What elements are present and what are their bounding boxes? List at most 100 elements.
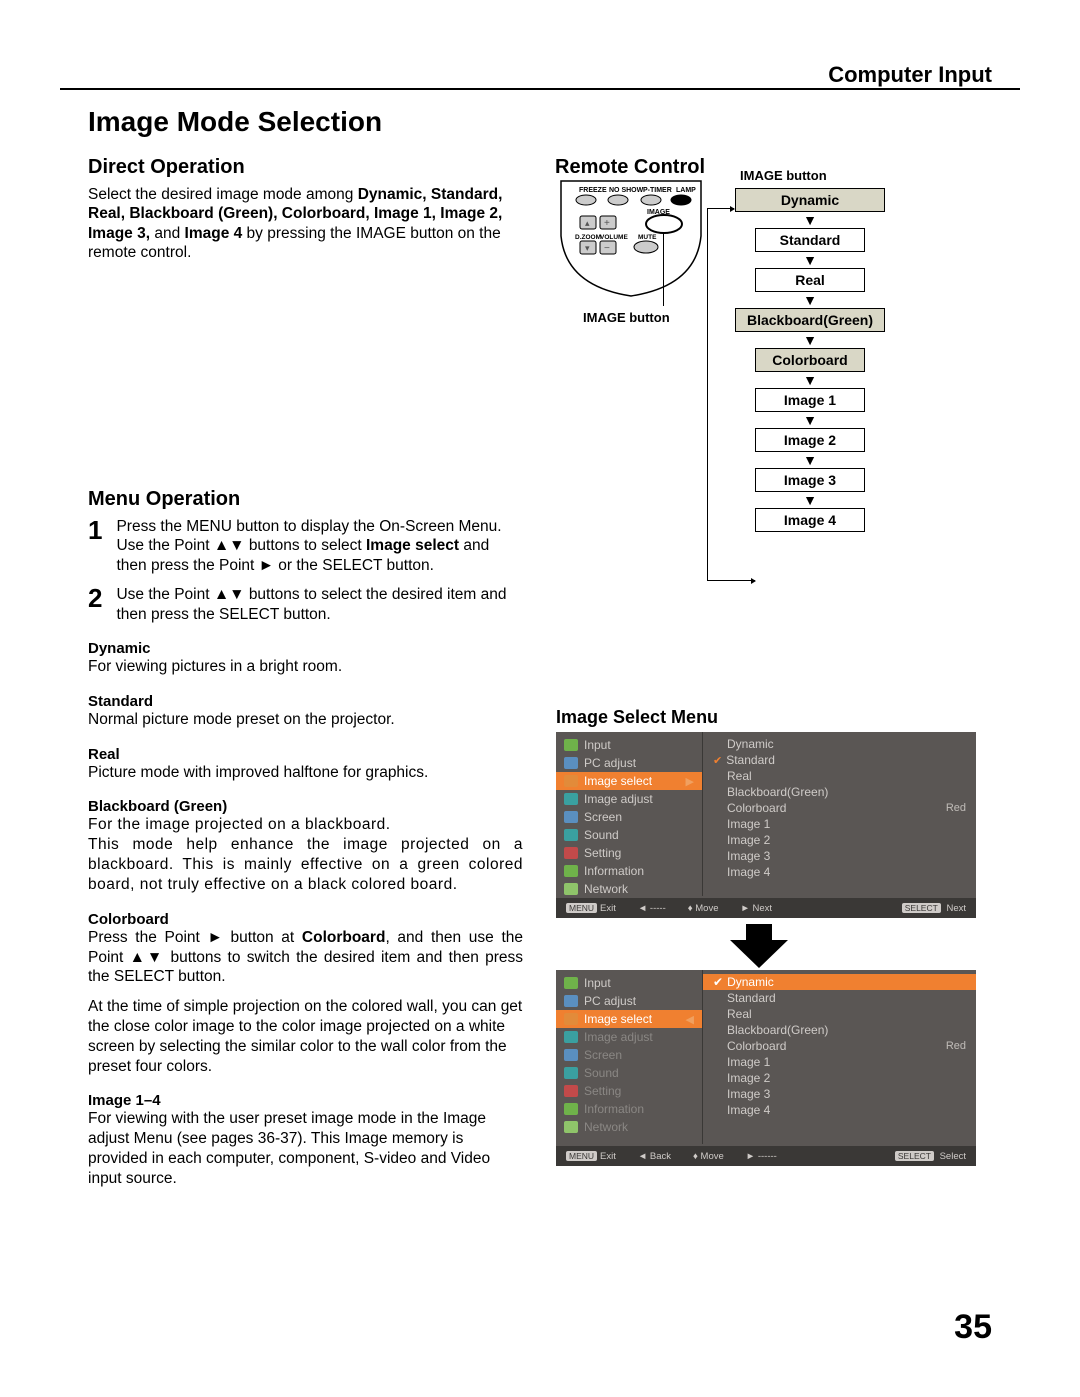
menu-label: Sound: [584, 1066, 619, 1080]
option-item[interactable]: Image 3: [703, 848, 976, 864]
option-item[interactable]: Image 4: [703, 1102, 976, 1118]
menu-label: Setting: [584, 1084, 621, 1098]
option-item[interactable]: Image 4: [703, 864, 976, 880]
menu-icon: [564, 883, 578, 895]
menu-icon: [564, 865, 578, 877]
menu-icon: [564, 995, 578, 1007]
menu-item[interactable]: Input: [556, 974, 702, 992]
flow-arrow-icon: ▼: [735, 412, 885, 428]
flow-box: Image 1: [755, 388, 865, 412]
menu-item[interactable]: Sound: [556, 1064, 702, 1082]
option-item[interactable]: Blackboard(Green): [703, 784, 976, 800]
menu-icon: [564, 1013, 578, 1025]
option-item[interactable]: ColorboardRed: [703, 800, 976, 816]
menu-icon: [564, 977, 578, 989]
option-label: Image 4: [727, 865, 770, 879]
remote-control-diagram: FREEZE NO SHOW P-TIMER LAMP IMAGE ▴ + D.…: [556, 176, 706, 306]
menu-label: Network: [584, 1120, 628, 1134]
menu-icon: [564, 775, 578, 787]
menu-item[interactable]: PC adjust: [556, 992, 702, 1010]
option-item[interactable]: Image 2: [703, 1070, 976, 1086]
flow-box: Image 2: [755, 428, 865, 452]
step-2: 2 Use the Point ▲▼ buttons to select the…: [88, 585, 523, 624]
down-arrow-icon: [730, 924, 788, 968]
menu-item[interactable]: Setting: [556, 844, 702, 862]
menu-left-pane: InputPC adjustImage select◀Image adjustS…: [556, 970, 702, 1144]
page-title: Image Mode Selection: [88, 106, 382, 138]
option-label: Colorboard: [727, 801, 786, 815]
svg-text:LAMP: LAMP: [676, 187, 696, 194]
mode-desc: Press the Point ► button at Colorboard, …: [88, 928, 523, 987]
menu-operation-section: Menu Operation 1 Press the MENU button t…: [88, 488, 523, 1189]
menu-operation-heading: Menu Operation: [88, 488, 523, 511]
option-label: Image 1: [727, 1055, 770, 1069]
menu-item[interactable]: PC adjust: [556, 754, 702, 772]
option-item[interactable]: Blackboard(Green): [703, 1022, 976, 1038]
flow-box: Standard: [755, 228, 865, 252]
menu-item[interactable]: Information: [556, 1100, 702, 1118]
option-item[interactable]: ✔Dynamic: [703, 974, 976, 990]
mode-desc: For viewing with the user preset image m…: [88, 1109, 523, 1188]
mode-desc: For the image projected on a blackboard.…: [88, 815, 523, 894]
menu-item[interactable]: Screen: [556, 808, 702, 826]
svg-text:FREEZE: FREEZE: [579, 187, 607, 194]
menu-label: PC adjust: [584, 994, 636, 1008]
menu-item[interactable]: Image adjust: [556, 790, 702, 808]
option-label: Colorboard: [727, 1039, 786, 1053]
mode-desc: Picture mode with improved halftone for …: [88, 763, 523, 783]
option-item[interactable]: ColorboardRed: [703, 1038, 976, 1054]
bar-back: Back: [650, 1151, 671, 1162]
menu-icon: [564, 829, 578, 841]
svg-text:VOLUME: VOLUME: [600, 234, 628, 241]
menu-icon: [564, 847, 578, 859]
menu-item[interactable]: Image select▶: [556, 772, 702, 790]
menu-label: Image adjust: [584, 792, 653, 806]
option-item[interactable]: Dynamic: [703, 736, 976, 752]
flow-arrow-icon: ▼: [735, 252, 885, 268]
option-item[interactable]: Image 1: [703, 816, 976, 832]
menu-item[interactable]: Image adjust: [556, 1028, 702, 1046]
option-item[interactable]: Standard: [703, 990, 976, 1006]
menu-item[interactable]: Sound: [556, 826, 702, 844]
flow-box: Blackboard(Green): [735, 308, 885, 332]
menu-icon: [564, 1085, 578, 1097]
menu-item[interactable]: Information: [556, 862, 702, 880]
mode-title: Blackboard (Green): [88, 798, 523, 815]
option-label: Image 4: [727, 1103, 770, 1117]
option-item[interactable]: Image 3: [703, 1086, 976, 1102]
flow-arrow-icon: ▼: [735, 372, 885, 388]
option-item[interactable]: Image 2: [703, 832, 976, 848]
menu-item[interactable]: Image select◀: [556, 1010, 702, 1028]
step-number: 2: [88, 585, 102, 624]
menu-item[interactable]: Network: [556, 880, 702, 898]
bar-select: Next: [946, 903, 966, 914]
mode-extra: At the time of simple projection on the …: [88, 997, 523, 1076]
mode-title: Dynamic: [88, 640, 523, 657]
option-label: Real: [727, 1007, 752, 1021]
option-item[interactable]: Real: [703, 1006, 976, 1022]
svg-text:−: −: [604, 243, 610, 254]
text: Use the Point ▲▼ buttons to select the d…: [116, 586, 506, 622]
direct-operation-heading: Direct Operation: [88, 156, 523, 179]
svg-text:▾: ▾: [585, 243, 590, 253]
menu-icon: [564, 811, 578, 823]
menu-item[interactable]: Setting: [556, 1082, 702, 1100]
step-text: Use the Point ▲▼ buttons to select the d…: [116, 585, 523, 624]
option-label: Dynamic: [727, 737, 774, 751]
menu-item[interactable]: Input: [556, 736, 702, 754]
option-label: Dynamic: [727, 975, 774, 989]
menu-left-pane: InputPC adjustImage select▶ Image adjust S…: [556, 732, 702, 896]
step-text: Press the MENU button to display the On-…: [116, 517, 523, 575]
option-item[interactable]: Real: [703, 768, 976, 784]
flow-arrow-icon: ▼: [735, 332, 885, 348]
option-item[interactable]: ✔Standard: [703, 752, 976, 768]
option-label: Blackboard(Green): [727, 785, 828, 799]
option-item[interactable]: Image 1: [703, 1054, 976, 1070]
flow-arrow-icon: ▼: [735, 492, 885, 508]
option-label: Image 3: [727, 849, 770, 863]
mode-blackboard: Blackboard (Green) For the image project…: [88, 798, 523, 894]
flow-box: Real: [755, 268, 865, 292]
svg-text:D.ZOOM: D.ZOOM: [575, 234, 601, 241]
menu-item[interactable]: Screen: [556, 1046, 702, 1064]
menu-item[interactable]: Network: [556, 1118, 702, 1136]
